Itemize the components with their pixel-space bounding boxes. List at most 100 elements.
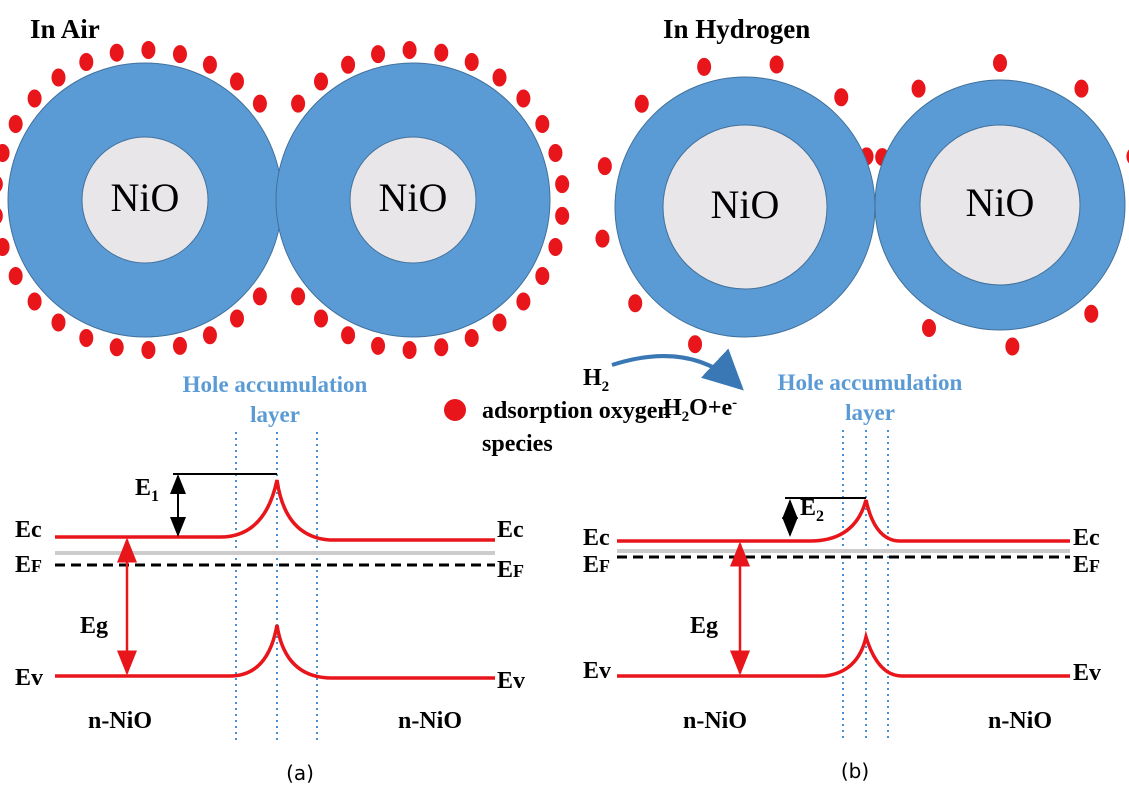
oxygen-dot	[1084, 305, 1098, 323]
oxygen-dot	[203, 56, 217, 74]
oxygen-dot	[535, 115, 549, 133]
oxygen-dot	[9, 115, 23, 133]
legend-marker	[444, 399, 466, 421]
oxygen-dot	[1005, 337, 1019, 355]
layer-label: Hole accumulation	[778, 370, 963, 395]
core-label: NiO	[711, 182, 780, 227]
band-label: Ec	[1073, 525, 1100, 551]
valence-band	[617, 637, 1070, 676]
oxygen-dot	[51, 314, 65, 332]
band-label: Ev	[15, 665, 43, 691]
oxygen-dot	[688, 335, 702, 353]
oxygen-dot	[993, 54, 1007, 72]
oxygen-dot	[834, 88, 848, 106]
oxygen-dot	[0, 238, 10, 256]
product: H2O+e-	[663, 395, 737, 425]
oxygen-dot	[548, 144, 562, 162]
oxygen-dot	[28, 293, 42, 311]
layer-label: layer	[845, 400, 895, 425]
band-label: EF	[1073, 552, 1100, 578]
oxygen-dot	[548, 238, 562, 256]
oxygen-dot	[9, 267, 23, 285]
panel-title: In Hydrogen	[663, 14, 810, 44]
reaction-arrow	[612, 356, 738, 385]
oxygen-dot	[173, 45, 187, 63]
region-label: n-NiO	[683, 708, 747, 734]
oxygen-dot	[371, 337, 385, 355]
oxygen-dot	[110, 44, 124, 62]
oxygen-dot	[291, 287, 305, 305]
oxygen-dot	[253, 287, 267, 305]
oxygen-dot	[598, 157, 612, 175]
band-label: Ec	[15, 517, 42, 543]
layer-label: layer	[250, 402, 300, 427]
oxygen-dot	[79, 329, 93, 347]
core-label: NiO	[111, 175, 180, 220]
gap-label: Eg	[80, 613, 108, 639]
oxygen-dot	[535, 267, 549, 285]
band-diagram-a: Hole accumulation layer Ec Ec EF EF Eg E…	[15, 372, 525, 785]
oxygen-dot	[555, 175, 569, 193]
band-label: EF	[497, 557, 524, 583]
band-label: Ev	[1073, 660, 1101, 686]
oxygen-dot	[628, 294, 642, 312]
oxygen-dot	[341, 56, 355, 74]
band-label: Ec	[497, 517, 524, 543]
oxygen-dot	[0, 207, 3, 225]
oxygen-dot	[371, 45, 385, 63]
gap-label: Eg	[690, 613, 718, 639]
oxygen-dot	[230, 309, 244, 327]
barrier-label: E1	[135, 475, 159, 505]
panel-title: In Air	[30, 14, 100, 44]
band-label: Ev	[583, 658, 611, 684]
region-label: n-NiO	[398, 708, 462, 734]
oxygen-dot	[230, 73, 244, 91]
region-label: n-NiO	[988, 708, 1052, 734]
oxygen-dot	[1074, 80, 1088, 98]
oxygen-dot	[595, 230, 609, 248]
oxygen-dot	[697, 58, 711, 76]
oxygen-dot	[173, 337, 187, 355]
particles: NiO NiO NiO NiO	[8, 63, 1125, 337]
band-label: Ev	[497, 668, 525, 694]
oxygen-dot	[403, 341, 417, 359]
valence-band	[55, 625, 495, 678]
region-label: n-NiO	[88, 708, 152, 734]
oxygen-dot	[912, 80, 926, 98]
oxygen-dot	[314, 73, 328, 91]
oxygen-dot	[635, 95, 649, 113]
oxygen-dot	[555, 207, 569, 225]
layer-label: Hole accumulation	[183, 372, 368, 397]
oxygen-dot	[141, 41, 155, 59]
reactant: H2	[583, 365, 609, 395]
band-label: Ec	[583, 525, 610, 551]
oxygen-dot	[516, 89, 530, 107]
caption: (b)	[841, 759, 869, 783]
oxygen-dot	[493, 314, 507, 332]
oxygen-dot	[516, 293, 530, 311]
oxygen-dot	[291, 95, 305, 113]
oxygen-dot	[341, 326, 355, 344]
band-label: EF	[583, 552, 610, 578]
core-label: NiO	[966, 180, 1035, 225]
oxygen-dot	[203, 326, 217, 344]
oxygen-dot	[465, 329, 479, 347]
legend-label: adsorption oxygen	[482, 398, 671, 424]
oxygen-dot	[0, 175, 3, 193]
caption: (a)	[286, 761, 314, 785]
barrier-label: E2	[800, 495, 824, 525]
oxygen-dot	[403, 41, 417, 59]
oxygen-dot	[141, 341, 155, 359]
oxygen-dot	[493, 68, 507, 86]
oxygen-dot	[465, 53, 479, 71]
core-label: NiO	[379, 175, 448, 220]
diagram: In Air In Hydrogen NiO NiO NiO NiO H2 H2…	[0, 0, 1129, 787]
oxygen-dot	[28, 89, 42, 107]
legend-label: species	[482, 431, 553, 457]
oxygen-dot	[253, 95, 267, 113]
conduction-band	[55, 480, 495, 540]
band-diagram-b: Hole accumulation layer Ec Ec EF EF Eg E…	[583, 370, 1101, 783]
oxygen-dot	[922, 319, 936, 337]
oxygen-dot	[434, 44, 448, 62]
oxygen-dot	[79, 53, 93, 71]
